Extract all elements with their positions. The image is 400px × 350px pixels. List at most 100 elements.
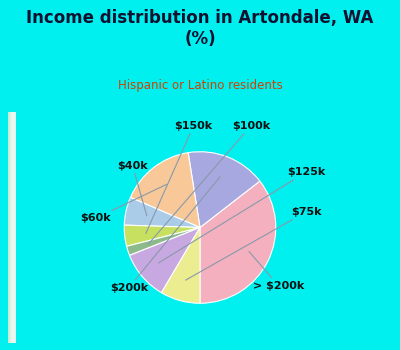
Bar — [10, 112, 13, 343]
Bar — [8, 112, 12, 343]
Bar — [12, 112, 16, 343]
Bar — [9, 112, 13, 343]
Bar — [9, 112, 13, 343]
Bar — [10, 112, 14, 343]
Bar — [10, 112, 14, 343]
Bar — [9, 112, 13, 343]
Wedge shape — [200, 181, 276, 303]
Bar — [9, 112, 13, 343]
Bar — [11, 112, 15, 343]
Bar — [10, 112, 14, 343]
Bar — [10, 112, 14, 343]
Bar — [9, 112, 13, 343]
Bar — [8, 112, 12, 343]
Bar — [10, 112, 14, 343]
Bar — [8, 112, 12, 343]
Bar — [10, 112, 14, 343]
Bar — [8, 112, 12, 343]
Bar — [10, 112, 14, 343]
Bar — [10, 112, 14, 343]
Bar — [9, 112, 13, 343]
Bar — [12, 112, 16, 343]
Bar — [10, 112, 14, 343]
Bar — [11, 112, 15, 343]
Bar — [12, 112, 16, 343]
Wedge shape — [130, 228, 200, 293]
Bar — [11, 112, 14, 343]
Bar — [10, 112, 13, 343]
Bar — [8, 112, 12, 343]
Bar — [9, 112, 13, 343]
Bar — [10, 112, 13, 343]
Bar — [11, 112, 14, 343]
Bar — [11, 112, 15, 343]
Bar — [10, 112, 14, 343]
Bar — [11, 112, 15, 343]
Text: $125k: $125k — [158, 167, 325, 263]
Bar — [10, 112, 14, 343]
Bar — [10, 112, 14, 343]
Bar — [8, 112, 12, 343]
Bar — [11, 112, 15, 343]
Bar — [11, 112, 15, 343]
Bar — [8, 112, 12, 343]
Bar — [8, 112, 12, 343]
Text: Hispanic or Latino residents: Hispanic or Latino residents — [118, 79, 282, 92]
Bar — [11, 112, 15, 343]
Bar — [10, 112, 14, 343]
Text: > $200k: > $200k — [249, 252, 304, 291]
Bar — [11, 112, 15, 343]
Bar — [10, 112, 14, 343]
Bar — [10, 112, 14, 343]
Bar — [9, 112, 12, 343]
Bar — [10, 112, 14, 343]
Bar — [9, 112, 12, 343]
Bar — [11, 112, 15, 343]
Bar — [9, 112, 13, 343]
Bar — [12, 112, 15, 343]
Wedge shape — [124, 225, 200, 246]
Bar — [11, 112, 15, 343]
Bar — [8, 112, 12, 343]
Bar — [10, 112, 14, 343]
Bar — [8, 112, 12, 343]
Bar — [11, 112, 15, 343]
Text: $75k: $75k — [186, 207, 322, 280]
Bar — [10, 112, 14, 343]
Bar — [10, 112, 14, 343]
Bar — [9, 112, 12, 343]
Bar — [12, 112, 16, 343]
Wedge shape — [162, 228, 200, 303]
Wedge shape — [188, 152, 260, 228]
Text: $150k: $150k — [146, 121, 212, 233]
Text: Income distribution in Artondale, WA
(%): Income distribution in Artondale, WA (%) — [26, 9, 374, 48]
Bar — [9, 112, 13, 343]
Wedge shape — [130, 153, 200, 228]
Bar — [12, 112, 15, 343]
Wedge shape — [124, 197, 200, 228]
Bar — [12, 112, 15, 343]
Text: $200k: $200k — [110, 177, 220, 293]
Bar — [9, 112, 12, 343]
Bar — [9, 112, 13, 343]
Text: $100k: $100k — [148, 121, 270, 244]
Bar — [10, 112, 14, 343]
Bar — [11, 112, 14, 343]
Bar — [12, 112, 16, 343]
Bar — [10, 112, 14, 343]
Bar — [11, 112, 15, 343]
Bar — [9, 112, 13, 343]
Bar — [10, 112, 14, 343]
Bar — [9, 112, 13, 343]
Bar — [11, 112, 15, 343]
Bar — [12, 112, 16, 343]
Bar — [11, 112, 15, 343]
Bar — [9, 112, 13, 343]
Bar — [10, 112, 14, 343]
Bar — [12, 112, 15, 343]
Bar — [8, 112, 12, 343]
Text: $60k: $60k — [80, 184, 166, 223]
Bar — [8, 112, 12, 343]
Bar — [8, 112, 12, 343]
Bar — [10, 112, 14, 343]
